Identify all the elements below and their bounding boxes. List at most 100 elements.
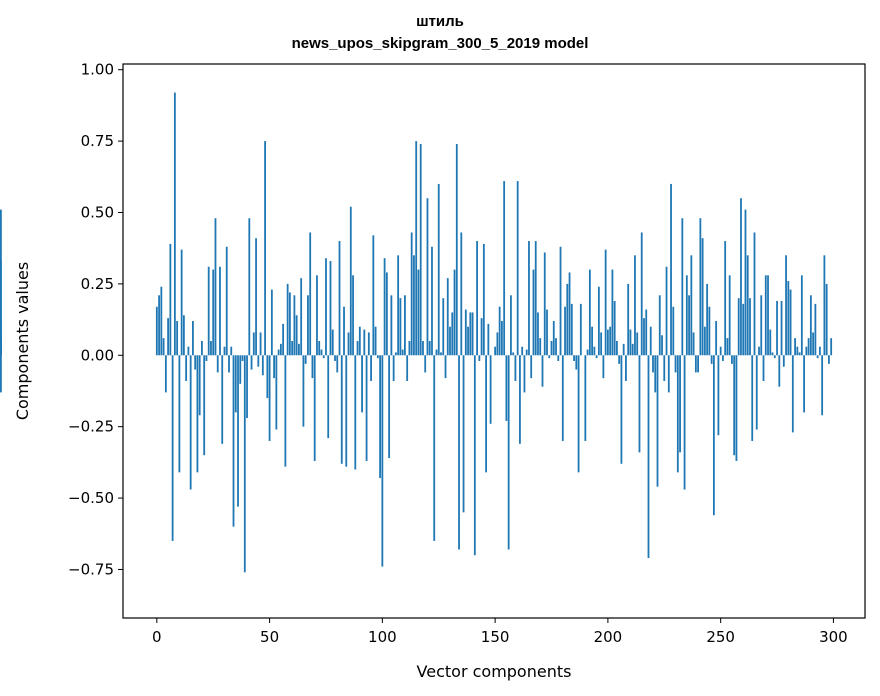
bar bbox=[282, 323, 285, 356]
bar bbox=[295, 315, 298, 356]
bar bbox=[394, 352, 397, 356]
bar bbox=[548, 355, 551, 359]
bar bbox=[537, 312, 539, 356]
bar bbox=[259, 332, 262, 356]
bar bbox=[192, 321, 194, 356]
bar bbox=[503, 181, 506, 356]
bar bbox=[225, 246, 228, 356]
bar bbox=[812, 332, 815, 356]
bar bbox=[176, 321, 179, 356]
bar bbox=[329, 261, 332, 356]
bar bbox=[325, 258, 327, 356]
bar bbox=[616, 341, 618, 356]
bar bbox=[358, 326, 361, 356]
plot-frame bbox=[122, 63, 866, 619]
bar bbox=[469, 312, 472, 356]
bar bbox=[552, 321, 555, 356]
bar bbox=[415, 141, 418, 356]
bar bbox=[201, 341, 203, 356]
x-tick-label: 100 bbox=[368, 628, 397, 646]
bar bbox=[821, 355, 824, 416]
bar bbox=[385, 272, 388, 356]
bar bbox=[719, 346, 722, 356]
bar bbox=[0, 355, 2, 393]
bar bbox=[627, 283, 630, 356]
bar bbox=[561, 355, 564, 441]
bar bbox=[807, 338, 810, 356]
bar bbox=[419, 143, 422, 356]
bar bbox=[740, 198, 742, 356]
bar bbox=[690, 255, 693, 356]
bar bbox=[528, 241, 530, 356]
x-axis-ticks: 0 50 100 150 200 250 300 bbox=[152, 618, 848, 646]
bar bbox=[241, 355, 244, 361]
bar bbox=[591, 326, 593, 356]
bar bbox=[437, 183, 440, 356]
bar bbox=[746, 255, 749, 356]
bar bbox=[478, 355, 481, 361]
bar bbox=[758, 346, 760, 356]
bar bbox=[284, 355, 287, 467]
bar bbox=[458, 355, 460, 550]
bar bbox=[652, 355, 654, 373]
bar bbox=[349, 206, 352, 356]
bar bbox=[823, 255, 826, 356]
y-tick-label: 0.75 bbox=[81, 132, 114, 150]
bar bbox=[800, 275, 803, 356]
bar bbox=[773, 355, 776, 359]
bar bbox=[476, 241, 478, 356]
bar bbox=[246, 355, 248, 419]
bar bbox=[300, 278, 303, 356]
bar bbox=[667, 355, 670, 393]
bar bbox=[480, 318, 483, 356]
bar bbox=[203, 355, 206, 456]
bar bbox=[232, 355, 235, 527]
bar bbox=[460, 232, 463, 356]
bar bbox=[185, 355, 188, 381]
bar bbox=[194, 355, 197, 370]
bar bbox=[266, 355, 269, 399]
bar bbox=[645, 309, 648, 356]
bar bbox=[593, 346, 596, 356]
bar bbox=[417, 269, 420, 356]
bar bbox=[787, 281, 790, 356]
bar bbox=[408, 341, 411, 356]
y-tick-label: 0.25 bbox=[81, 275, 114, 293]
bar bbox=[322, 355, 325, 359]
bar bbox=[293, 295, 296, 356]
bar bbox=[755, 355, 758, 430]
y-tick-label: 1.00 bbox=[81, 61, 114, 79]
bar bbox=[557, 355, 560, 361]
bar bbox=[354, 355, 357, 470]
bar bbox=[237, 355, 239, 507]
bar bbox=[372, 235, 375, 356]
bar bbox=[442, 298, 445, 356]
bar bbox=[676, 355, 679, 473]
bar bbox=[268, 355, 271, 441]
bar bbox=[818, 346, 821, 356]
bar bbox=[638, 355, 641, 453]
bar bbox=[406, 355, 409, 381]
bar bbox=[234, 355, 237, 413]
bar bbox=[392, 355, 395, 381]
bar bbox=[658, 295, 661, 356]
bar bbox=[178, 355, 181, 473]
bar bbox=[424, 355, 427, 373]
bar bbox=[618, 355, 621, 364]
chart-subtitle: news_upos_skipgram_300_5_2019 model bbox=[291, 35, 589, 52]
bar bbox=[471, 312, 474, 356]
bar bbox=[279, 343, 282, 356]
bar bbox=[374, 326, 377, 356]
x-tick-label: 0 bbox=[152, 628, 162, 646]
bar bbox=[243, 355, 246, 573]
bar bbox=[647, 355, 650, 559]
bar bbox=[566, 283, 569, 356]
bar bbox=[223, 346, 226, 356]
bar bbox=[782, 355, 785, 367]
bar bbox=[388, 355, 391, 459]
bar bbox=[735, 355, 738, 461]
x-tick-label: 200 bbox=[594, 628, 623, 646]
bar bbox=[167, 318, 169, 356]
bar bbox=[160, 286, 163, 356]
